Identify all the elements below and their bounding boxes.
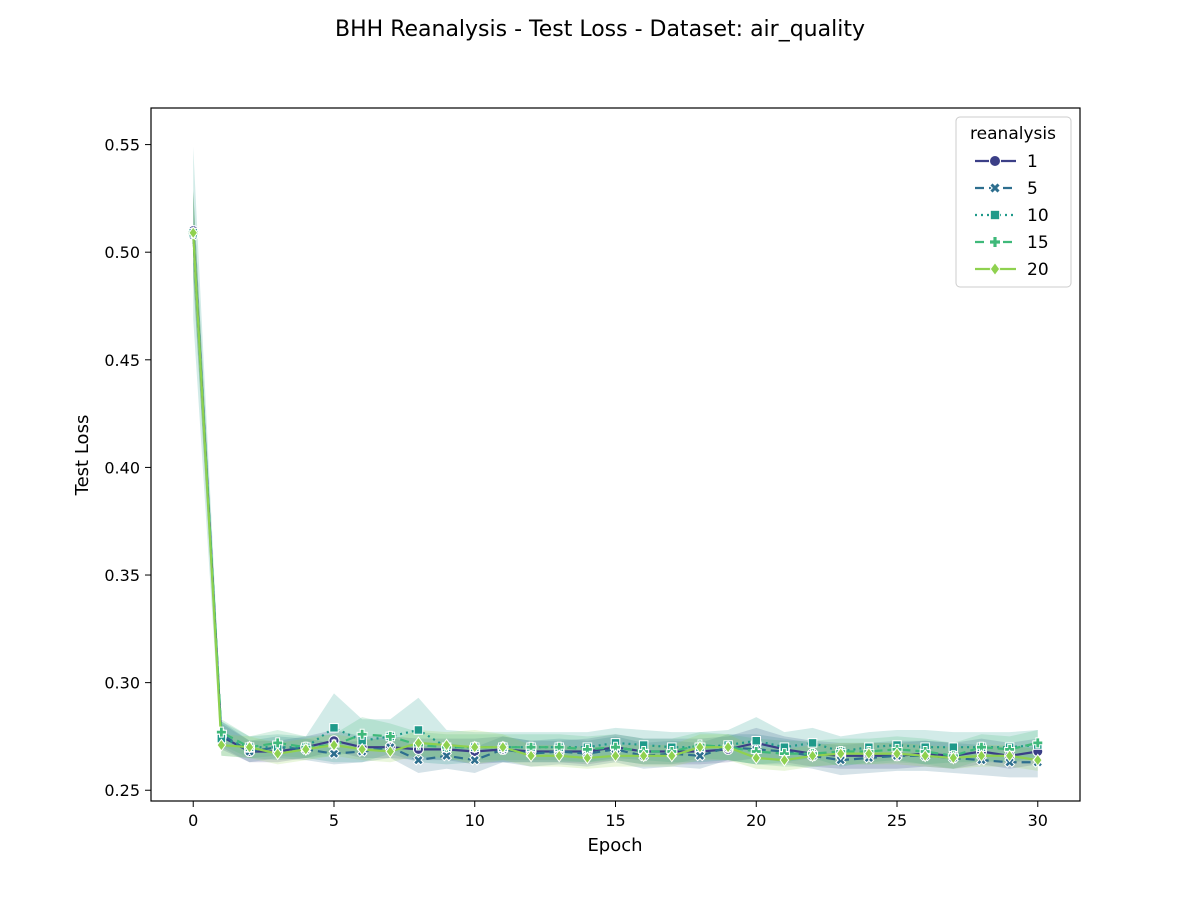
data-point-20 (272, 747, 283, 761)
series-markers (187, 225, 1044, 768)
data-point-10 (807, 738, 818, 748)
y-tick-label: 0.45 (104, 351, 140, 370)
series-line-1 (192, 230, 1038, 757)
data-point-20 (244, 740, 255, 754)
data-point-10 (948, 742, 959, 752)
legend-marker-20 (989, 261, 1001, 277)
x-tick-label: 5 (329, 811, 339, 830)
data-point-5 (469, 754, 481, 766)
y-axis-label: Test Loss (72, 415, 93, 497)
data-point-5 (412, 754, 424, 766)
data-point-20 (666, 749, 677, 763)
x-tick-label: 15 (605, 811, 625, 830)
data-point-20 (892, 747, 902, 761)
confidence-band-1 (193, 191, 1038, 769)
y-tick-label: 0.35 (104, 566, 140, 585)
data-point-20 (610, 749, 621, 763)
confidence-band-5 (193, 191, 1038, 778)
data-point-20 (835, 747, 846, 761)
chart-title: BHH Reanalysis - Test Loss - Dataset: ai… (335, 17, 865, 42)
legend-label-20: 20 (1027, 260, 1049, 280)
data-point-20 (948, 751, 959, 765)
data-point-20 (582, 751, 593, 765)
confidence-band-20 (193, 189, 1038, 771)
data-point-20 (723, 740, 733, 754)
data-point-20 (300, 742, 311, 756)
series-lines (192, 230, 1039, 764)
legend-label-5: 5 (1027, 179, 1038, 199)
data-point-20 (357, 742, 368, 756)
legend-marker-5 (989, 182, 1001, 194)
legend-title: reanalysis (970, 124, 1056, 144)
y-tick-label: 0.50 (104, 243, 140, 262)
legend-marker-10 (989, 209, 1001, 221)
data-point-20 (638, 749, 649, 763)
confidence-band-15 (193, 189, 1038, 769)
data-point-20 (498, 740, 508, 754)
data-point-10 (751, 735, 762, 746)
data-point-15 (356, 728, 368, 740)
data-point-10 (329, 723, 339, 733)
y-tick-label: 0.25 (104, 781, 140, 800)
data-point-20 (188, 226, 199, 240)
y-tick-label: 0.55 (104, 136, 140, 155)
data-point-20 (469, 740, 480, 754)
x-axis-label: Epoch (587, 835, 642, 856)
legend-label-10: 10 (1027, 206, 1049, 226)
data-point-20 (779, 753, 790, 767)
data-point-20 (976, 749, 987, 763)
confidence-bands (193, 146, 1038, 778)
data-point-15 (1032, 737, 1044, 749)
data-point-20 (385, 744, 396, 759)
data-point-20 (920, 749, 931, 763)
data-point-20 (413, 736, 424, 750)
legend-label-15: 15 (1027, 233, 1049, 253)
x-tick-label: 10 (465, 811, 485, 830)
data-point-20 (751, 751, 762, 765)
data-point-15 (384, 730, 396, 742)
y-axis-ticks: 0.25 0.30 0.35 0.40 0.45 0.50 0.55 (104, 136, 151, 800)
data-point-15 (215, 726, 227, 738)
y-tick-label: 0.40 (104, 458, 140, 477)
series-line-5 (192, 234, 1038, 764)
data-point-20 (216, 738, 227, 752)
data-point-20 (863, 747, 874, 761)
data-point-20 (526, 749, 536, 763)
confidence-band-10 (193, 146, 1038, 767)
data-point-20 (695, 740, 705, 754)
data-point-10 (413, 725, 424, 735)
data-point-20 (807, 749, 818, 763)
y-tick-label: 0.30 (104, 674, 140, 693)
data-point-20 (1032, 753, 1043, 767)
legend-label-1: 1 (1027, 152, 1038, 172)
x-tick-label: 25 (887, 811, 907, 830)
plot-area-frame (150, 107, 1081, 802)
legend-marker-1 (989, 155, 1001, 167)
x-axis-ticks: 0 5 10 15 20 25 30 (188, 801, 1048, 830)
data-point-15 (272, 737, 284, 749)
series-line-10 (192, 232, 1038, 753)
x-tick-label: 20 (746, 811, 766, 830)
series-line-15 (192, 232, 1039, 757)
series-line-20 (192, 232, 1038, 762)
data-point-20 (554, 749, 565, 763)
data-point-20 (1004, 749, 1015, 763)
legend-marker-15 (989, 236, 1001, 248)
legend-box (955, 116, 1072, 288)
x-tick-label: 0 (188, 811, 198, 830)
data-point-20 (441, 738, 452, 752)
x-tick-label: 30 (1028, 811, 1048, 830)
data-point-20 (329, 738, 339, 752)
